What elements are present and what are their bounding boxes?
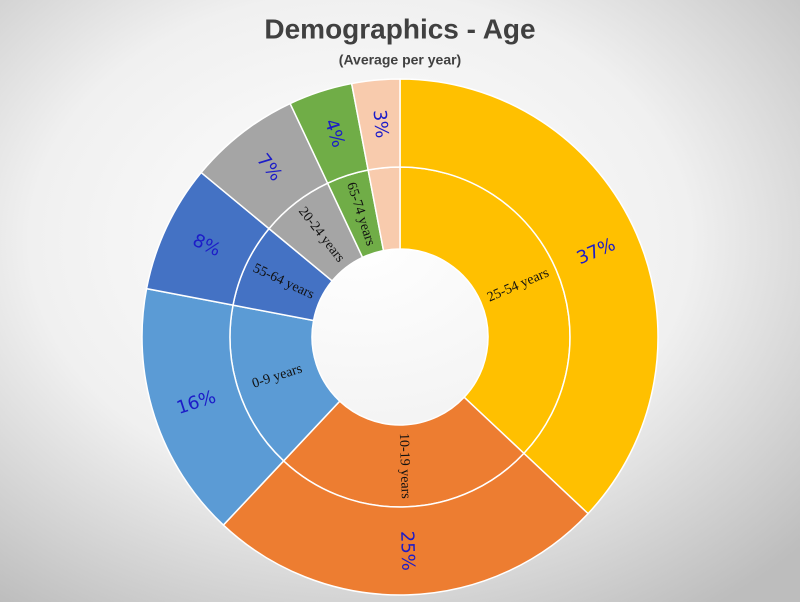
value-label: 25% [396, 531, 418, 572]
category-label: 10-19 years [396, 433, 413, 499]
chart-title: Demographics - Age [264, 13, 535, 44]
outer-segment [350, 78, 401, 171]
chart-subtitle: (Average per year) [339, 52, 461, 68]
outer-segment [222, 452, 590, 596]
outer-segment [399, 78, 659, 515]
value-label: 3% [369, 109, 393, 139]
